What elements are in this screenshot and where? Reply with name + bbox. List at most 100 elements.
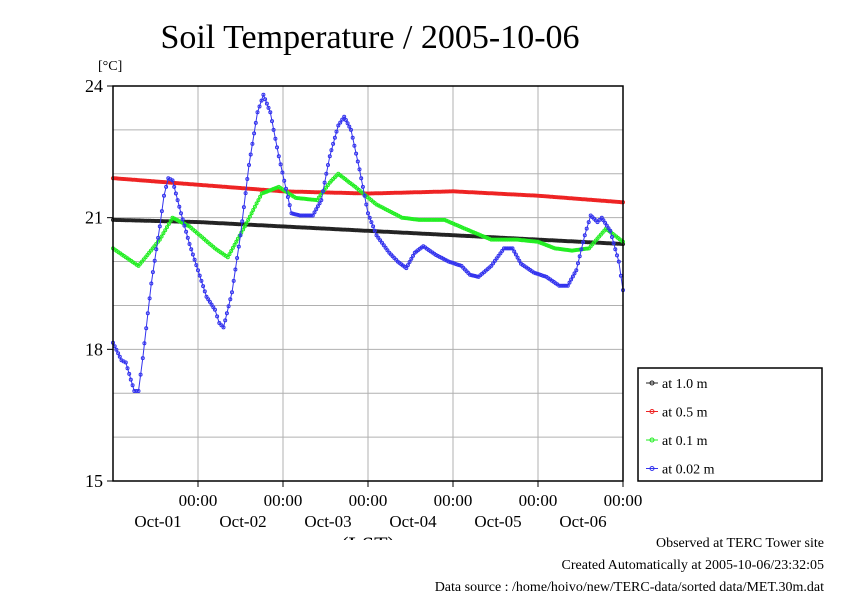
- data-point-at-0-02-m: [327, 154, 332, 159]
- data-point-at-0-02-m: [253, 120, 258, 125]
- data-point-at-0-02-m: [326, 163, 330, 167]
- data-point-at-0-02-m: [372, 228, 377, 233]
- data-point-at-0-02-m: [385, 248, 390, 253]
- data-point-at-0-02-m: [315, 204, 320, 209]
- data-point-at-0-5-m: [406, 190, 411, 195]
- data-point-at-0-5-m: [332, 190, 337, 195]
- x-tick-date-label: Oct-04: [389, 512, 437, 531]
- data-point-at-0-5-m: [121, 177, 126, 181]
- data-point-at-0-5-m: [495, 191, 500, 196]
- data-point-at-0-5-m: [491, 191, 496, 196]
- data-point-at-1-0-m: [380, 229, 385, 234]
- data-point-at-1-0-m: [254, 223, 259, 228]
- data-point-at-0-5-m: [486, 191, 491, 196]
- data-point-at-1-0-m: [144, 218, 149, 223]
- data-point-at-0-1-m: [435, 217, 440, 222]
- data-point-at-1-0-m: [587, 240, 592, 245]
- data-point-at-0-1-m: [514, 237, 519, 242]
- data-point-at-0-5-m: [387, 191, 392, 195]
- data-point-at-0-02-m: [409, 256, 414, 261]
- data-point-at-1-0-m: [465, 234, 470, 238]
- data-point-at-0-5-m: [562, 195, 567, 200]
- data-point-at-1-0-m: [155, 219, 160, 223]
- data-point-at-0-1-m: [505, 237, 510, 242]
- data-point-at-1-0-m: [341, 227, 346, 232]
- data-point-at-1-0-m: [281, 224, 285, 229]
- data-point-at-1-0-m: [364, 228, 369, 233]
- series-at-0-5-m: [111, 176, 625, 205]
- data-point-at-0-5-m: [236, 185, 241, 190]
- data-point-at-1-0-m: [321, 226, 326, 231]
- data-point-at-0-5-m: [183, 181, 188, 186]
- data-point-at-0-5-m: [114, 176, 119, 181]
- data-point-at-1-0-m: [330, 227, 335, 231]
- data-point-at-0-5-m: [185, 181, 190, 186]
- data-point-at-0-5-m: [174, 181, 179, 186]
- data-point-at-1-0-m: [307, 225, 312, 230]
- data-point-at-0-1-m: [585, 246, 590, 251]
- data-point-at-0-5-m: [431, 189, 436, 194]
- data-point-at-0-5-m: [296, 189, 301, 194]
- data-point-at-0-02-m: [308, 213, 313, 218]
- data-point-at-1-0-m: [309, 225, 314, 230]
- data-point-at-0-02-m: [263, 97, 268, 102]
- data-point-at-1-0-m: [401, 230, 406, 235]
- data-point-at-0-5-m: [144, 178, 149, 183]
- data-point-at-0-5-m: [233, 185, 238, 190]
- data-point-at-0-5-m: [571, 196, 576, 201]
- data-point-at-1-0-m: [162, 219, 167, 224]
- data-point-at-0-1-m: [527, 238, 532, 243]
- data-point-at-0-5-m: [188, 182, 193, 187]
- data-point-at-1-0-m: [403, 230, 408, 235]
- data-point-at-1-0-m: [381, 229, 386, 234]
- data-point-at-1-0-m: [289, 224, 294, 229]
- data-point-at-0-1-m: [295, 196, 300, 201]
- data-point-at-1-0-m: [351, 228, 356, 233]
- data-point-at-0-02-m: [366, 211, 370, 216]
- data-point-at-1-0-m: [544, 238, 549, 243]
- data-point-at-0-5-m: [617, 200, 622, 204]
- data-point-at-0-02-m: [201, 284, 206, 289]
- data-point-at-0-02-m: [147, 296, 152, 301]
- data-point-at-0-1-m: [311, 197, 316, 202]
- data-point-at-1-0-m: [194, 220, 199, 224]
- data-point-at-1-0-m: [442, 232, 447, 237]
- data-point-at-1-0-m: [335, 227, 340, 232]
- data-point-at-1-0-m: [438, 232, 443, 237]
- data-point-at-1-0-m: [417, 231, 422, 236]
- data-point-at-0-5-m: [135, 178, 140, 183]
- data-point-at-0-5-m: [466, 190, 471, 195]
- data-point-at-1-0-m: [606, 241, 611, 246]
- data-point-at-0-5-m: [151, 179, 156, 184]
- data-point-at-0-02-m: [515, 255, 520, 260]
- data-point-at-0-1-m: [315, 198, 319, 203]
- data-point-at-0-5-m: [220, 184, 225, 189]
- data-point-at-1-0-m: [259, 223, 264, 228]
- data-point-at-0-1-m: [234, 239, 239, 244]
- data-point-at-0-1-m: [325, 183, 330, 188]
- data-point-at-0-5-m: [201, 183, 206, 188]
- data-point-at-0-02-m: [228, 297, 233, 302]
- data-point-at-0-5-m: [523, 193, 528, 198]
- data-point-at-0-5-m: [187, 182, 192, 187]
- data-point-at-1-0-m: [346, 227, 351, 232]
- data-point-at-0-5-m: [235, 185, 239, 190]
- x-tick-date-label: Oct-03: [304, 512, 351, 531]
- data-point-at-1-0-m: [210, 220, 215, 225]
- data-point-at-0-02-m: [342, 114, 347, 119]
- data-point-at-1-0-m: [222, 221, 227, 226]
- data-point-at-0-1-m: [271, 186, 276, 191]
- data-point-at-1-0-m: [217, 221, 222, 226]
- data-point-at-0-5-m: [346, 191, 351, 195]
- data-point-at-0-02-m: [187, 242, 192, 246]
- data-point-at-0-5-m: [307, 190, 312, 194]
- data-point-at-0-02-m: [207, 299, 212, 304]
- data-point-at-0-02-m: [380, 240, 384, 245]
- data-point-at-0-02-m: [570, 274, 575, 279]
- data-point-at-1-0-m: [576, 239, 581, 244]
- data-point-at-1-0-m: [605, 241, 610, 246]
- data-point-at-0-5-m: [401, 190, 406, 195]
- data-point-at-0-5-m: [146, 178, 151, 183]
- data-point-at-0-5-m: [158, 179, 163, 184]
- data-point-at-0-5-m: [399, 190, 404, 195]
